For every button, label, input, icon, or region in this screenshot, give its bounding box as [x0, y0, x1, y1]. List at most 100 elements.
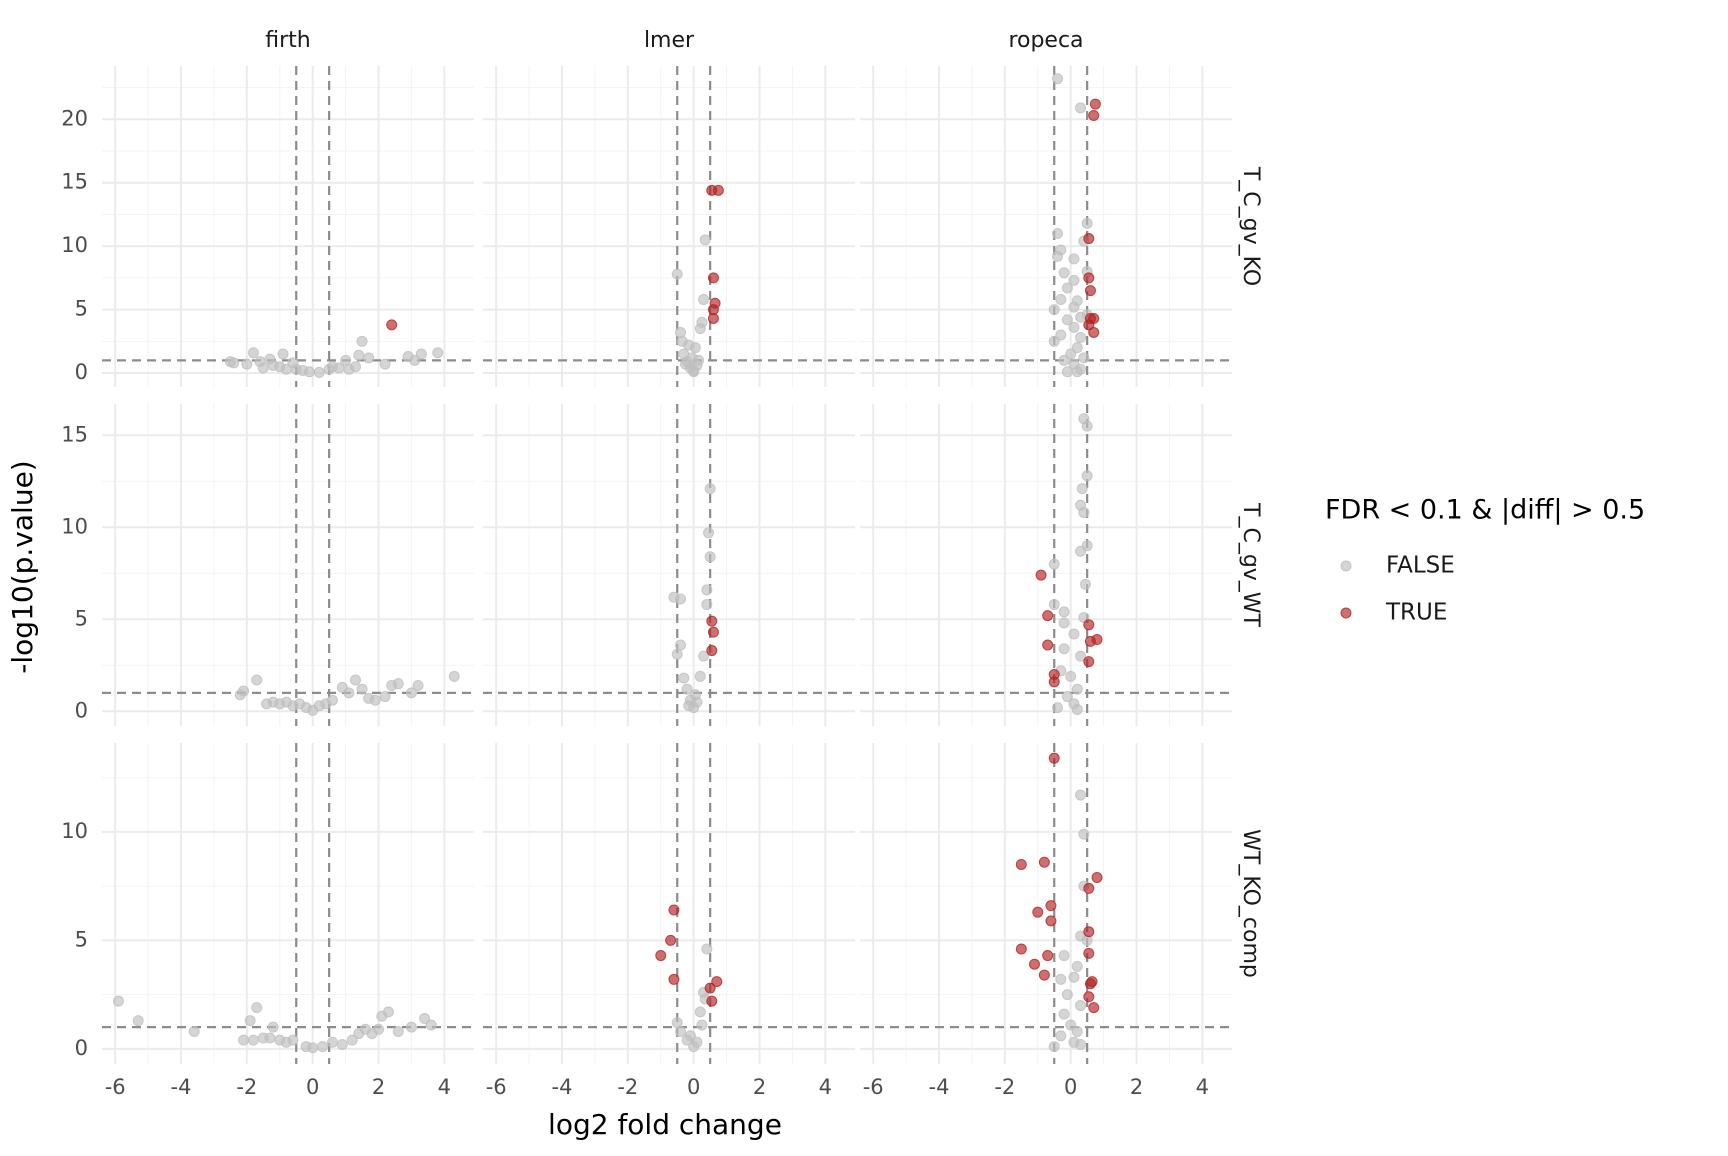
point: [1078, 828, 1090, 840]
x-tick-label: 2: [753, 1075, 766, 1099]
point: [112, 995, 124, 1007]
point: [1052, 73, 1064, 85]
point: [1061, 989, 1073, 1001]
x-tick-label: -2: [617, 1075, 638, 1099]
point: [1088, 109, 1100, 121]
point: [1075, 650, 1087, 662]
y-tick-label: 15: [61, 422, 88, 446]
legend-label: TRUE: [1385, 600, 1447, 626]
point: [668, 904, 680, 916]
point: [678, 672, 690, 684]
x-tick-label: -6: [105, 1075, 126, 1099]
point: [704, 483, 716, 495]
point: [701, 584, 713, 596]
point: [1042, 639, 1054, 651]
point: [405, 687, 417, 699]
point: [707, 312, 719, 324]
y-tick-label: 5: [75, 927, 88, 951]
point: [349, 674, 361, 686]
point: [1088, 1002, 1100, 1014]
point: [1052, 250, 1064, 262]
point: [1045, 900, 1057, 912]
point: [1042, 610, 1054, 622]
point: [1038, 969, 1050, 981]
point: [257, 362, 269, 374]
x-tick-label: 2: [372, 1075, 385, 1099]
point: [1061, 282, 1073, 294]
point: [1058, 617, 1070, 629]
point: [1058, 1008, 1070, 1020]
point: [415, 348, 427, 360]
point: [1071, 683, 1083, 695]
point: [1058, 606, 1070, 618]
point: [1084, 285, 1096, 297]
x-axis-title: log2 fold change: [548, 1108, 782, 1141]
point: [1083, 926, 1095, 938]
point: [683, 339, 695, 351]
point: [1038, 856, 1050, 868]
point: [1083, 882, 1095, 894]
point: [247, 347, 259, 359]
point: [1071, 342, 1083, 354]
point: [1091, 634, 1103, 646]
y-tick-label: 10: [61, 233, 88, 257]
point: [1081, 540, 1093, 552]
point: [353, 349, 365, 361]
point: [356, 335, 368, 347]
point: [698, 650, 710, 662]
point: [707, 626, 719, 638]
x-tick-label: -4: [552, 1075, 573, 1099]
legend-marker: [1340, 607, 1352, 619]
point: [392, 1025, 404, 1037]
point: [704, 982, 716, 994]
point: [675, 326, 687, 338]
point: [317, 1041, 329, 1053]
point: [696, 1019, 708, 1031]
point: [132, 1015, 144, 1027]
point: [699, 234, 711, 246]
point: [701, 599, 713, 611]
point: [1032, 906, 1044, 918]
x-tick-label: 0: [1064, 1075, 1077, 1099]
row-strip-label: T_C_gv_WT: [1238, 502, 1263, 628]
point: [671, 268, 683, 280]
column-strip-label: firth: [265, 28, 310, 53]
point: [405, 1021, 417, 1033]
point: [1052, 702, 1064, 714]
point: [696, 316, 708, 328]
point: [1065, 348, 1077, 360]
point: [1061, 691, 1073, 703]
point: [267, 1021, 279, 1033]
point: [691, 1036, 703, 1048]
point: [379, 691, 391, 703]
point: [675, 1025, 687, 1037]
x-tick-label: 0: [306, 1075, 319, 1099]
point: [326, 694, 338, 706]
point: [373, 1023, 385, 1035]
point: [356, 683, 368, 695]
x-tick-label: -6: [863, 1075, 884, 1099]
point: [668, 973, 680, 985]
point: [706, 995, 718, 1007]
x-tick-label: -6: [486, 1075, 507, 1099]
point: [1078, 507, 1090, 519]
point: [343, 687, 355, 699]
column-strip-label: ropeca: [1008, 28, 1083, 53]
point: [1058, 950, 1070, 962]
point: [1091, 871, 1103, 883]
x-tick-label: 2: [1130, 1075, 1143, 1099]
point: [247, 1034, 259, 1046]
point: [665, 934, 677, 946]
point: [349, 361, 361, 373]
point: [1084, 978, 1096, 990]
point: [425, 1019, 437, 1031]
point: [336, 1038, 348, 1050]
point: [1075, 999, 1087, 1011]
point: [188, 1025, 200, 1037]
x-tick-label: 4: [1196, 1075, 1209, 1099]
point: [684, 1030, 696, 1042]
y-tick-label: 0: [75, 360, 88, 384]
point: [1068, 274, 1080, 286]
y-tick-label: 5: [75, 297, 88, 321]
row-strip-label: WT_KO_comp: [1238, 829, 1263, 978]
